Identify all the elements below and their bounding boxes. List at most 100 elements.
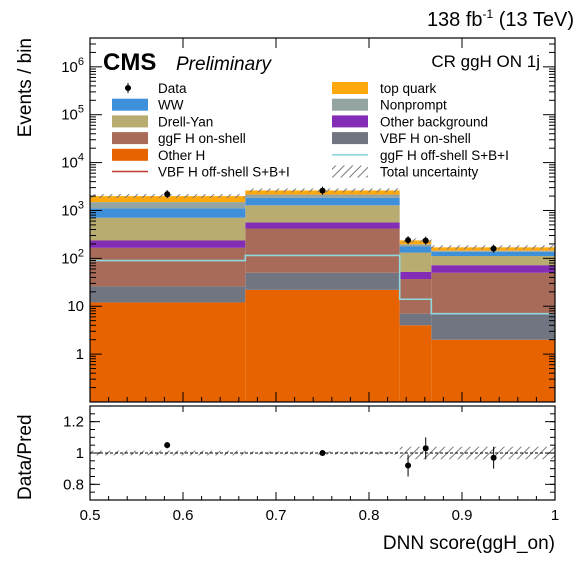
x-axis-title: DNN score(ggH_on) (383, 533, 555, 554)
legend-item-right-1: Nonprompt (332, 98, 447, 113)
legend-item-left-2: Drell-Yan (112, 114, 213, 129)
bar-other_h-bin-0 (90, 302, 246, 402)
ratio-axis-ticks: 0.5 0.6 0.7 0.8 0.9 1 0.8 1 1.2 (63, 406, 559, 524)
legend-label: ggF H off-shell S+B+I (380, 148, 509, 163)
ratio-point-0 (164, 442, 171, 449)
data-point-3 (422, 237, 429, 244)
legend-swatch (112, 132, 148, 145)
ratio-axis-title: Data/Pred (15, 414, 36, 500)
legend-item-left-5: VBF H off-shell S+B+I (112, 165, 290, 180)
ratio-y-tick-label-0: 0.8 (63, 476, 84, 493)
top-axis-ticks: 1 10 102 103 104 105 106 (61, 37, 556, 402)
preliminary-label: Preliminary (176, 54, 273, 75)
ratio-point-1 (319, 450, 326, 456)
bar-nonprompt-bin-1 (245, 194, 400, 198)
legend-swatch (112, 148, 148, 161)
bar-vbf_on-bin-0 (90, 286, 246, 303)
ratio-point-3 (422, 445, 429, 452)
bar-vbf_on-bin-1 (245, 272, 400, 290)
legend-label: ggF H on-shell (158, 131, 246, 146)
bar-ggf_on-bin-0 (90, 247, 246, 287)
bar-vbf_on-bin-3 (431, 313, 555, 340)
legend-item-left-1: WW (112, 98, 184, 113)
ratio-y-tick-label-2: 1.2 (63, 414, 84, 431)
legend-item-left-4: Other H (112, 148, 205, 163)
bar-other_bkg-bin-2 (399, 271, 432, 280)
bar-other_bkg-bin-3 (431, 265, 555, 273)
legend-item-right-3: VBF H on-shell (332, 131, 471, 146)
bar-top-bin-0 (90, 196, 246, 203)
legend-label: VBF H off-shell S+B+I (158, 165, 290, 180)
y-tick-label-1: 10 (67, 298, 84, 315)
bar-drell_yan-bin-2 (399, 252, 432, 272)
data-point-0 (164, 191, 171, 198)
cms-label: CMS (103, 49, 156, 76)
bar-ww-bin-3 (431, 251, 555, 256)
region-label: CR ggH ON 1j (431, 52, 540, 71)
legend-swatch (332, 98, 368, 111)
legend-label: Other H (158, 148, 205, 163)
bar-drell_yan-bin-3 (431, 255, 555, 266)
legend-item-left-0: Data (125, 81, 187, 96)
legend-label: Total uncertainty (380, 165, 479, 180)
y-tick-label-6: 106 (61, 56, 84, 76)
bar-drell_yan-bin-1 (245, 205, 400, 223)
bar-nonprompt-bin-2 (399, 244, 432, 247)
legend-swatch (112, 115, 148, 128)
bar-other_h-bin-3 (431, 339, 555, 402)
y-tick-label-0: 1 (76, 346, 84, 363)
x-tick-label-1: 0.6 (173, 507, 194, 524)
y-tick-label-2: 102 (61, 247, 84, 267)
ratio-point-2 (405, 462, 412, 469)
legend-label: top quark (380, 81, 437, 96)
legend-label: Nonprompt (380, 98, 447, 113)
y-tick-label-5: 105 (61, 104, 84, 124)
stacked-histogram (90, 190, 555, 402)
x-tick-label-5: 1 (551, 507, 559, 524)
x-tick-label-0: 0.5 (80, 507, 101, 524)
legend-hatch (332, 165, 368, 178)
ratio-panel: 0.5 0.6 0.7 0.8 0.9 1 0.8 1 1.2 Data/Pred DNN sc… (15, 405, 559, 554)
legend-label: Other background (380, 114, 488, 129)
legend-item-left-3: ggF H on-shell (112, 131, 246, 146)
line-series-1 (90, 254, 555, 315)
ratio-points (164, 437, 497, 477)
legend-label: WW (158, 98, 184, 113)
x-tick-label-3: 0.8 (359, 507, 380, 524)
data-point-4 (490, 245, 497, 252)
bar-ww-bin-2 (399, 246, 432, 253)
y-tick-label-4: 104 (61, 152, 84, 172)
data-points (164, 186, 497, 253)
luminosity-label: 138 fb-1 (13 TeV) (427, 7, 574, 31)
legend-item-right-2: Other background (332, 114, 488, 129)
legend-swatch (332, 115, 368, 128)
x-tick-label-2: 0.7 (266, 507, 287, 524)
bar-nonprompt-bin-0 (90, 202, 246, 209)
uncertainty-top-bin-2 (399, 238, 432, 243)
legend-item-right-0: top quark (332, 81, 437, 96)
legend-swatch (332, 82, 368, 94)
data-point-1 (319, 187, 326, 194)
ratio-y-tick-label-1: 1 (76, 445, 84, 462)
bar-other_bkg-bin-0 (90, 240, 246, 248)
x-tick-label-4: 0.9 (452, 507, 473, 524)
main-frame (89, 37, 556, 403)
legend-marker (125, 85, 131, 91)
bar-ggf_on-bin-1 (245, 228, 400, 273)
bar-ggf_on-bin-2 (399, 279, 432, 314)
legend-swatch (112, 98, 148, 111)
legend-label: VBF H on-shell (380, 131, 471, 146)
y-axis-title: Events / bin (15, 38, 36, 137)
data-point-2 (405, 237, 412, 244)
legend-label: Data (158, 81, 187, 96)
legend-swatch (332, 132, 368, 145)
bar-other_bkg-bin-1 (245, 222, 400, 229)
bar-ggf_on-bin-3 (431, 272, 555, 314)
ratio-point-4 (490, 454, 497, 461)
bar-other_h-bin-2 (399, 325, 432, 402)
bar-vbf_on-bin-2 (399, 313, 432, 326)
bar-ww-bin-0 (90, 208, 246, 218)
